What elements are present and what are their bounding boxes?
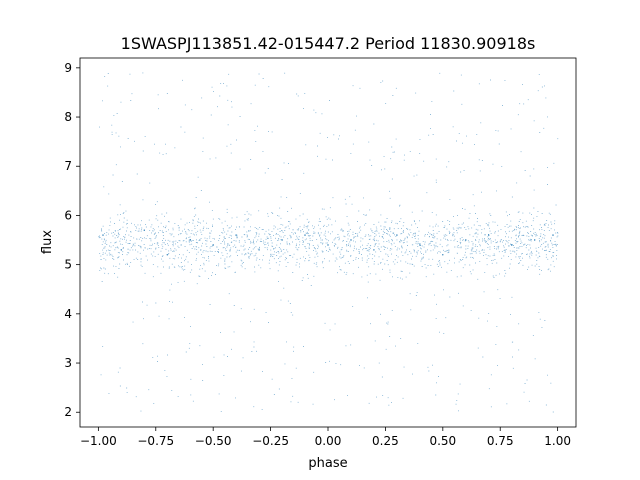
scatter-point [396, 234, 398, 236]
scatter-point [304, 234, 306, 236]
scatter-point [488, 234, 490, 236]
x-tick-label: 0.50 [429, 434, 456, 448]
y-axis-ticks: 2 3 4 5 6 7 8 9 [64, 61, 80, 419]
scatter-point [373, 249, 375, 251]
scatter-point [143, 229, 145, 231]
scatter-point [102, 234, 104, 236]
scatter-point [552, 234, 554, 236]
scatter-point [258, 249, 260, 251]
x-tick-label: 0.75 [487, 434, 514, 448]
scatter-point [189, 239, 191, 241]
axes: −1.00 −0.75 −0.50 −0.25 0.00 0.25 0.50 0.75 1.00… [64, 57, 577, 448]
scatter-point [166, 254, 168, 256]
scatter-point [235, 234, 237, 236]
x-tick-label: −0.50 [195, 434, 232, 448]
y-axis-label: flux [40, 230, 55, 254]
x-tick-label: 0.00 [315, 434, 342, 448]
x-tick-label: −0.25 [252, 434, 289, 448]
scatter-point [281, 239, 283, 241]
scatter-point [350, 239, 352, 241]
x-axis-label: phase [308, 456, 347, 471]
scatter-point [511, 244, 513, 246]
y-tick-label: 6 [64, 208, 72, 222]
scatter-point [327, 244, 329, 246]
scatter-point [212, 244, 214, 246]
y-tick-label: 2 [64, 405, 72, 419]
scatter-cloud [98, 72, 559, 413]
y-tick-label: 9 [64, 61, 72, 75]
chart-title: 1SWASPJ113851.42-015447.2 Period 11830.9… [121, 34, 536, 53]
x-tick-label: 0.25 [372, 434, 399, 448]
y-tick-label: 7 [64, 159, 72, 173]
y-tick-label: 3 [64, 356, 72, 370]
x-tick-label: 1.00 [544, 434, 571, 448]
y-tick-label: 4 [64, 307, 72, 321]
scatter-point [419, 244, 421, 246]
x-axis-ticks: −1.00 −0.75 −0.50 −0.25 0.00 0.25 0.50 0.75 1.00 [80, 427, 571, 448]
scatter-point [442, 254, 444, 256]
scatter-point [465, 239, 467, 241]
y-tick-label: 5 [64, 258, 72, 272]
plot-area [80, 58, 576, 427]
x-tick-label: −0.75 [137, 434, 174, 448]
scatter-point [120, 249, 123, 251]
x-tick-label: −1.00 [80, 434, 117, 448]
scatter-point [534, 239, 536, 241]
scatter-points [98, 72, 559, 413]
y-tick-label: 8 [64, 110, 72, 124]
